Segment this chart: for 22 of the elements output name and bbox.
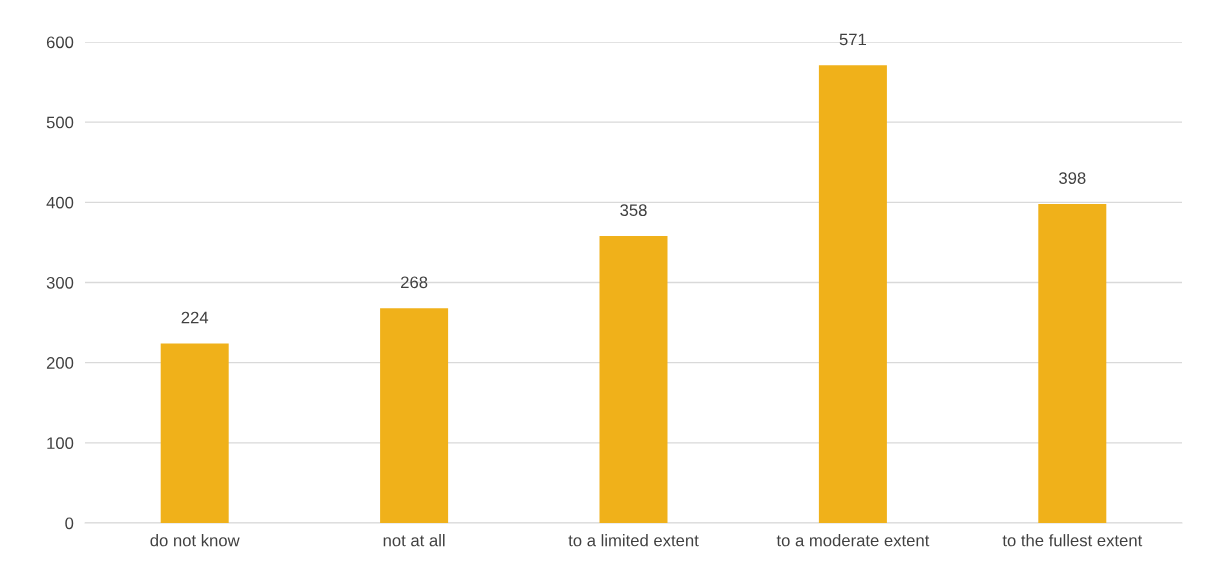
y-tick-label: 200 bbox=[46, 357, 74, 369]
data-label: 571 bbox=[839, 33, 866, 46]
data-label: 398 bbox=[1059, 172, 1086, 184]
bar bbox=[160, 343, 229, 523]
y-tick-label: 500 bbox=[46, 116, 74, 129]
bar bbox=[599, 236, 668, 523]
x-tick-label: to a moderate extent bbox=[776, 534, 930, 547]
bar bbox=[1038, 203, 1107, 523]
x-tick-label: to a limited extent bbox=[568, 534, 699, 547]
x-tick-label: to the fullest extent bbox=[1002, 534, 1143, 547]
data-label: 358 bbox=[620, 204, 647, 217]
y-tick-label: 600 bbox=[46, 36, 74, 49]
x-tick-label: not at all bbox=[383, 534, 445, 547]
data-label: 224 bbox=[181, 311, 209, 324]
y-tick-label: 400 bbox=[46, 196, 74, 209]
x-tick-label: do not know bbox=[150, 534, 240, 547]
y-tick-label: 0 bbox=[65, 517, 74, 530]
y-tick-label: 100 bbox=[47, 437, 74, 450]
data-label: 268 bbox=[401, 276, 428, 289]
y-tick-label: 300 bbox=[46, 276, 74, 289]
bar bbox=[380, 308, 449, 523]
bar bbox=[818, 65, 887, 523]
